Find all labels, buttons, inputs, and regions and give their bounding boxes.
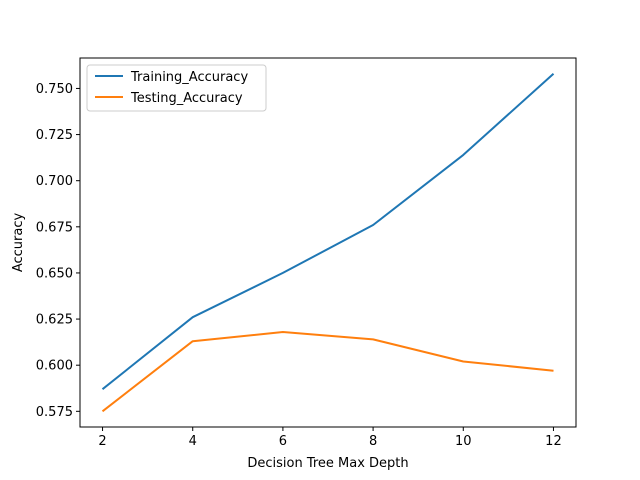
plot-frame <box>79 57 577 428</box>
legend-box <box>86 64 267 112</box>
x-tick-label: 12 <box>545 434 562 449</box>
x-axis-ticks: 2 4 6 8 10 12 <box>98 427 562 449</box>
x-tick-label: 4 <box>189 434 197 449</box>
legend: Training_Accuracy Testing_Accuracy <box>86 64 267 112</box>
x-axis-title: Decision Tree Max Depth <box>247 456 408 471</box>
legend-label-testing: Testing_Accuracy <box>130 91 243 106</box>
y-tick-label: 0.575 <box>36 405 73 420</box>
x-tick-label: 2 <box>98 434 106 449</box>
x-tick-label: 6 <box>279 434 287 449</box>
y-tick-label: 0.625 <box>36 313 73 328</box>
y-tick-label: 0.700 <box>36 174 73 189</box>
plot-series-group <box>101 72 555 413</box>
y-axis-ticks: 0.575 0.600 0.625 0.650 0.675 0.700 0.725 0.750 <box>36 82 80 420</box>
legend-label-training: Training_Accuracy <box>130 70 248 85</box>
y-tick-label: 0.600 <box>36 359 73 374</box>
y-tick-label: 0.675 <box>36 220 73 235</box>
series-line-testing <box>101 331 554 413</box>
x-tick-label: 10 <box>455 434 472 449</box>
series-line-training <box>101 72 555 390</box>
y-tick-label: 0.750 <box>36 82 73 97</box>
y-tick-label: 0.650 <box>36 266 73 281</box>
y-axis-title: Accuracy <box>11 213 26 273</box>
y-tick-label: 0.725 <box>36 128 73 143</box>
x-tick-label: 8 <box>369 434 377 449</box>
